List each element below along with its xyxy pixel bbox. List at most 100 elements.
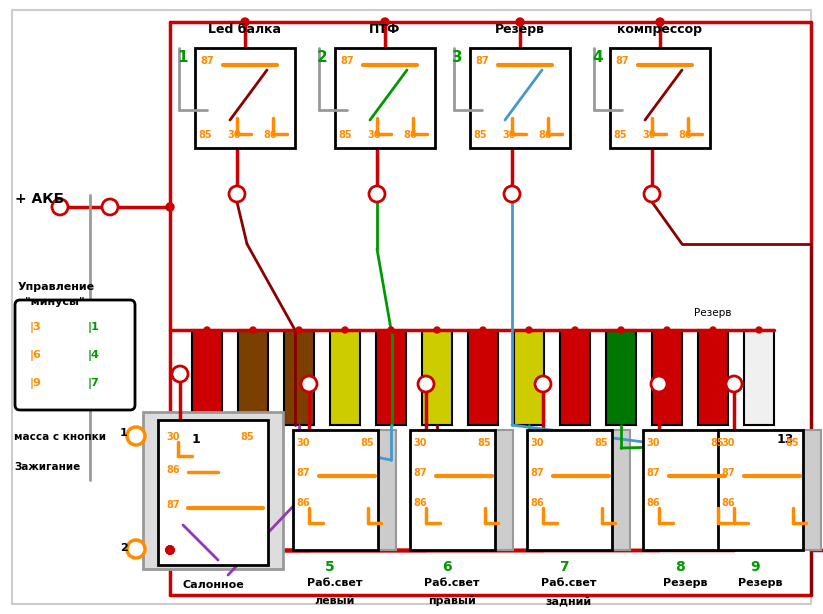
Text: 30: 30 (721, 438, 734, 448)
Circle shape (342, 327, 348, 333)
Circle shape (516, 18, 524, 26)
Text: 86: 86 (413, 498, 426, 508)
Bar (410, 430, 495, 550)
Text: 85: 85 (477, 438, 491, 448)
Bar (158, 420, 268, 565)
Text: ПТФ: ПТФ (370, 23, 401, 36)
Circle shape (52, 199, 68, 215)
Text: правый: правый (428, 596, 476, 606)
Bar (803, 430, 821, 550)
Text: 85: 85 (473, 130, 486, 140)
Text: 87: 87 (615, 56, 629, 66)
Text: 30: 30 (227, 130, 240, 140)
Bar (192, 330, 222, 425)
Bar (470, 48, 570, 148)
Bar (238, 330, 268, 425)
Circle shape (204, 327, 210, 333)
Text: Зажигание: Зажигание (14, 462, 81, 472)
Text: 13: 13 (777, 433, 794, 446)
Text: Раб.свет: Раб.свет (424, 578, 480, 588)
Circle shape (535, 376, 551, 392)
Circle shape (250, 327, 256, 333)
Text: |9: |9 (30, 378, 42, 389)
Circle shape (127, 540, 145, 558)
Circle shape (504, 186, 520, 202)
Text: задний: задний (546, 596, 592, 606)
Circle shape (166, 546, 174, 554)
Text: |3: |3 (30, 322, 42, 333)
Text: 30: 30 (166, 432, 179, 442)
Text: 9: 9 (751, 560, 760, 574)
Text: + АКБ: + АКБ (15, 192, 64, 206)
Text: "минусы": "минусы" (25, 297, 85, 307)
Text: 85: 85 (613, 130, 626, 140)
Text: 7: 7 (559, 560, 569, 574)
Circle shape (726, 376, 742, 392)
Circle shape (381, 18, 389, 26)
Text: компрессор: компрессор (617, 23, 703, 36)
Bar (335, 48, 435, 148)
Bar (284, 330, 314, 425)
Bar (652, 330, 682, 425)
Text: Резерв: Резерв (737, 578, 782, 588)
Text: Резерв: Резерв (495, 23, 545, 36)
Text: Раб.свет: Раб.свет (542, 578, 597, 588)
Circle shape (369, 186, 385, 202)
Circle shape (526, 327, 532, 333)
Circle shape (656, 18, 664, 26)
Text: 30: 30 (646, 438, 659, 448)
Text: 86: 86 (166, 465, 179, 475)
Circle shape (127, 427, 145, 445)
Text: 86: 86 (721, 498, 735, 508)
Text: масса с кнопки: масса с кнопки (14, 432, 106, 442)
Text: 87: 87 (413, 468, 426, 478)
Text: |4: |4 (88, 350, 100, 361)
Circle shape (166, 546, 174, 554)
Bar (495, 430, 513, 550)
Text: 85: 85 (785, 438, 798, 448)
Text: Резерв: Резерв (695, 308, 732, 318)
Text: 4: 4 (592, 50, 602, 65)
Circle shape (572, 327, 578, 333)
FancyBboxPatch shape (15, 300, 135, 410)
Text: 1: 1 (192, 433, 201, 446)
Bar (643, 430, 728, 550)
Text: 86: 86 (646, 498, 659, 508)
Circle shape (296, 327, 302, 333)
Text: 86: 86 (538, 130, 551, 140)
Text: левый: левый (315, 596, 356, 606)
Text: |6: |6 (30, 350, 42, 361)
Text: 86: 86 (530, 498, 544, 508)
Circle shape (618, 327, 624, 333)
Text: 30: 30 (296, 438, 309, 448)
Text: 30: 30 (367, 130, 380, 140)
Text: 87: 87 (296, 468, 309, 478)
Text: Управление: Управление (18, 282, 95, 292)
Text: |1: |1 (88, 322, 100, 333)
Circle shape (241, 18, 249, 26)
Text: 2: 2 (317, 50, 328, 65)
Bar (330, 330, 360, 425)
Circle shape (172, 366, 188, 382)
Text: 86: 86 (403, 130, 416, 140)
Circle shape (644, 186, 660, 202)
Text: 85: 85 (338, 130, 351, 140)
Bar (527, 430, 612, 550)
Bar (612, 430, 630, 550)
Circle shape (710, 327, 716, 333)
Text: 85: 85 (594, 438, 607, 448)
Text: 87: 87 (475, 56, 489, 66)
Text: 86: 86 (678, 130, 691, 140)
Bar (718, 430, 803, 550)
Text: 5: 5 (325, 560, 335, 574)
Circle shape (480, 327, 486, 333)
Bar (293, 430, 378, 550)
Bar (143, 412, 283, 569)
Bar (378, 430, 396, 550)
Text: 30: 30 (502, 130, 515, 140)
Text: Раб.свет: Раб.свет (307, 578, 363, 588)
Bar (606, 330, 636, 425)
Circle shape (166, 546, 174, 554)
Text: 3: 3 (452, 50, 463, 65)
Text: 1: 1 (120, 428, 128, 438)
